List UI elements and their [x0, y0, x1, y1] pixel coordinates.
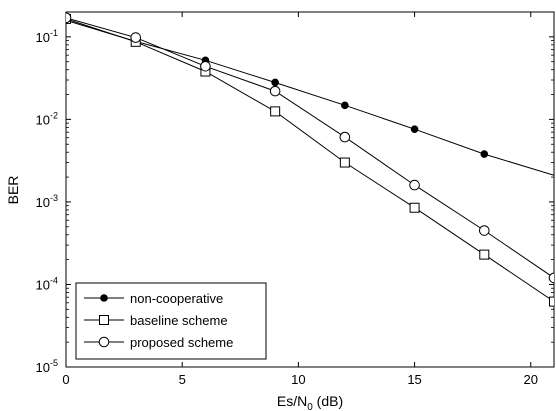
data-point [409, 179, 420, 191]
y-tick-label-exponent: -3 [50, 193, 58, 203]
data-point [409, 202, 420, 213]
y-tick-label: 10-2 [36, 110, 58, 127]
data-point [478, 225, 490, 236]
x-tick-label: 0 [62, 372, 69, 387]
y-tick-label: 10-3 [36, 193, 58, 210]
legend-label: non-cooperative [130, 291, 223, 306]
data-point [339, 131, 351, 143]
y-tick-label: 10-1 [36, 28, 58, 45]
legend: non-cooperative baseline scheme proposed s… [75, 282, 267, 360]
data-point [479, 249, 490, 260]
x-axis-label-base: Es/N [277, 393, 307, 409]
series-line [66, 17, 554, 279]
data-point [271, 78, 279, 87]
legend-item: non-cooperative [84, 291, 223, 306]
series-line [66, 19, 554, 176]
legend-marker [100, 294, 108, 302]
y-tick-label-base: 10 [36, 277, 50, 292]
legend-label: proposed scheme [130, 335, 233, 350]
data-point [130, 32, 142, 43]
x-tick-label: 5 [179, 372, 186, 387]
legend-marker [99, 315, 109, 325]
series-line [66, 18, 554, 303]
legend-item: proposed scheme [84, 335, 233, 350]
legend-marker [98, 336, 110, 348]
data-point [410, 125, 419, 134]
x-tick-label: 10 [291, 372, 305, 387]
y-tick-label-exponent: -5 [50, 358, 58, 368]
data-point [548, 272, 554, 284]
legend-item: baseline scheme [84, 313, 228, 328]
y-tick-label-base: 10 [36, 195, 50, 210]
x-axis-label: Es/N0 (dB) [277, 393, 343, 411]
x-tick-label: 20 [524, 372, 538, 387]
y-tick-label-base: 10 [36, 360, 50, 375]
data-point [66, 12, 72, 24]
data-point [480, 150, 489, 158]
x-axis-label-unit: (dB) [313, 393, 343, 409]
legend-label: baseline scheme [130, 313, 228, 328]
y-tick-label-exponent: -2 [50, 110, 58, 120]
y-tick-label-exponent: -1 [50, 28, 58, 38]
x-axis-label-subscript: 0 [307, 402, 313, 411]
data-point [270, 106, 281, 117]
y-tick-label: 10-5 [36, 358, 58, 375]
data-point [339, 157, 350, 168]
data-point [341, 101, 349, 110]
y-tick-label-base: 10 [36, 112, 50, 127]
data-point [269, 85, 281, 97]
data-point [200, 60, 211, 72]
y-tick-label: 10-4 [36, 275, 58, 292]
y-tick-label-exponent: -4 [50, 275, 58, 285]
y-tick-label-base: 10 [36, 30, 50, 45]
y-axis-label: BER [5, 176, 21, 205]
x-tick-label: 15 [407, 372, 421, 387]
data-point [549, 296, 554, 307]
series-group [66, 12, 554, 307]
series-proposed-scheme [66, 12, 554, 284]
